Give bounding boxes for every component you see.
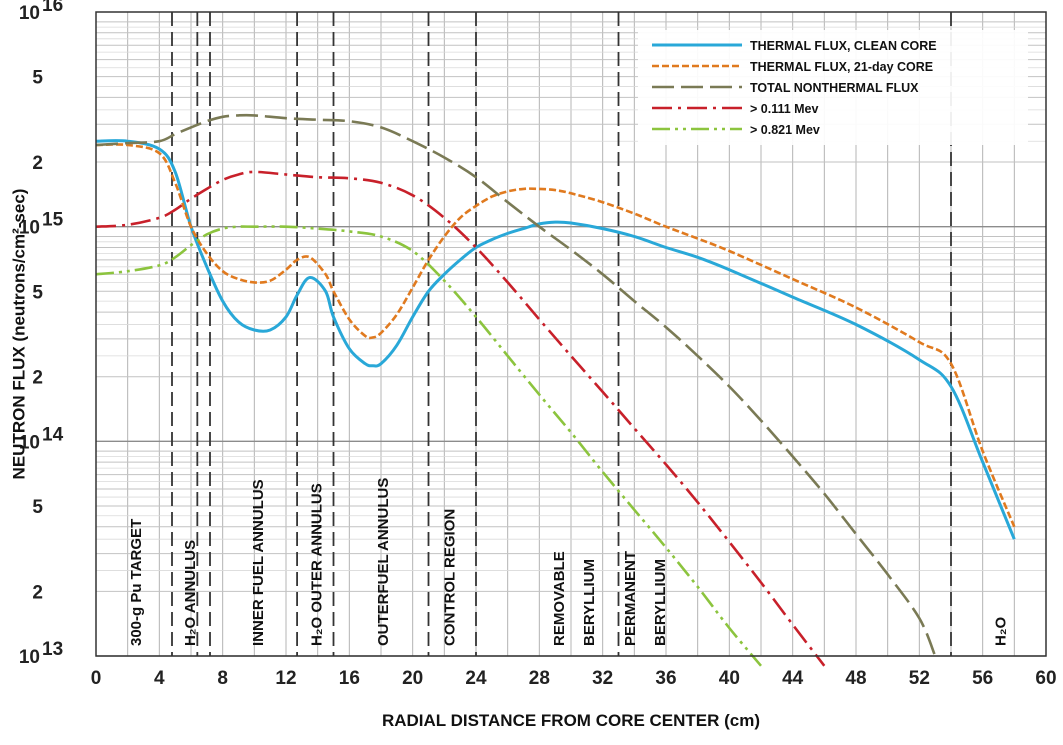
- x-tick-label: 60: [1035, 668, 1056, 689]
- region-label: BERYLLIUM: [581, 559, 598, 646]
- plot-frame: [95, 11, 1047, 657]
- x-tick-label: 12: [275, 668, 296, 689]
- legend-label: > 0.111 Mev: [750, 102, 819, 116]
- x-tick-label: 40: [719, 668, 740, 689]
- series-layer: [95, 113, 1016, 667]
- x-tick-label: 56: [972, 668, 993, 689]
- region-label: H₂O OUTER ANNULUS: [309, 483, 326, 646]
- x-axis-title: RADIAL DISTANCE FROM CORE CENTER (cm): [382, 711, 760, 730]
- y-tick-label: 5: [32, 282, 43, 303]
- region-labels: 300-g Pu TARGET H₂O ANNULUS INNER FUEL ANN…: [128, 478, 1010, 646]
- series-line-5: [95, 225, 762, 667]
- y-tick-label: 5: [32, 497, 43, 518]
- y-tick-label: 10: [19, 3, 40, 24]
- region-label: 300-g Pu TARGET: [128, 519, 145, 646]
- x-tick-label: 36: [655, 668, 676, 689]
- region-label: BERYLLIUM: [652, 559, 669, 646]
- x-tick-label: 16: [339, 668, 360, 689]
- x-tick-label: 4: [154, 668, 165, 689]
- x-tick-label: 0: [91, 668, 102, 689]
- x-tick-label: 48: [845, 668, 866, 689]
- y-tick-exponent: 15: [42, 210, 64, 231]
- y-axis-title: NEUTRON FLUX (neutrons/cm²-sec): [9, 189, 28, 480]
- series-line-2: [95, 143, 1016, 528]
- y-tick-exponent: 16: [42, 0, 63, 16]
- y-tick-label: 10: [19, 218, 40, 239]
- legend-label: THERMAL FLUX, CLEAN CORE: [750, 39, 937, 53]
- legend-label: > 0.821 Mev: [750, 123, 820, 137]
- region-label: CONTROL REGION: [442, 509, 459, 646]
- x-tick-label: 44: [782, 668, 804, 689]
- y-tick-label: 5: [32, 68, 43, 89]
- x-tick-label: 8: [217, 668, 228, 689]
- y-tick-exponent: 13: [42, 639, 63, 660]
- legend-label: THERMAL FLUX, 21-day CORE: [750, 60, 933, 74]
- x-tick-label: 24: [465, 668, 487, 689]
- x-tick-label: 20: [402, 668, 423, 689]
- y-tick-label: 10: [19, 647, 40, 668]
- region-label: H₂O: [993, 617, 1010, 646]
- y-tick-label: 2: [32, 368, 43, 389]
- x-tick-label: 28: [529, 668, 550, 689]
- region-label: PERMANENT: [622, 551, 639, 646]
- series-line-1: [95, 139, 1016, 540]
- x-tick-label: 52: [909, 668, 930, 689]
- region-label: H₂O ANNULUS: [182, 540, 199, 646]
- y-tick-label: 2: [32, 153, 43, 174]
- y-tick-label: 10: [19, 432, 40, 453]
- region-label: OUTERFUEL ANNULUS: [375, 478, 392, 646]
- region-label: REMOVABLE: [551, 551, 568, 646]
- series-line-3: [95, 113, 937, 657]
- y-tick-label: 2: [32, 582, 43, 603]
- legend: THERMAL FLUX, CLEAN CORE THERMAL FLUX, 21…: [638, 30, 1028, 145]
- series-line-4: [95, 170, 826, 667]
- y-tick-exponent: 14: [42, 424, 64, 445]
- x-tick-label: 32: [592, 668, 613, 689]
- legend-label: TOTAL NONTHERMAL FLUX: [750, 81, 919, 95]
- region-label: INNER FUEL ANNULUS: [250, 479, 267, 646]
